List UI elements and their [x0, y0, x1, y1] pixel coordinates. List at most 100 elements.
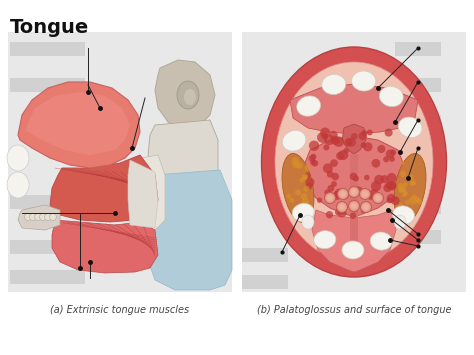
Circle shape	[384, 129, 392, 137]
Circle shape	[310, 160, 316, 165]
Ellipse shape	[394, 153, 426, 223]
Circle shape	[352, 188, 359, 195]
Circle shape	[324, 135, 335, 145]
Circle shape	[335, 209, 342, 215]
Circle shape	[374, 175, 384, 185]
Circle shape	[309, 141, 319, 151]
Circle shape	[361, 130, 367, 136]
Ellipse shape	[7, 145, 29, 171]
Circle shape	[317, 132, 328, 143]
Circle shape	[400, 171, 406, 177]
Circle shape	[337, 202, 347, 213]
Text: (b) Palatoglossus and surface of tongue: (b) Palatoglossus and surface of tongue	[257, 305, 451, 315]
Circle shape	[310, 154, 316, 160]
Circle shape	[326, 211, 333, 218]
Circle shape	[380, 175, 389, 183]
Circle shape	[361, 142, 366, 148]
Circle shape	[301, 202, 308, 209]
Text: (a) Extrinsic tongue muscles: (a) Extrinsic tongue muscles	[50, 305, 190, 315]
Polygon shape	[18, 205, 60, 230]
Circle shape	[416, 198, 422, 204]
Circle shape	[387, 181, 397, 191]
Ellipse shape	[184, 89, 196, 105]
Circle shape	[333, 191, 342, 200]
Circle shape	[364, 175, 370, 180]
Circle shape	[324, 189, 331, 196]
Circle shape	[301, 207, 307, 213]
Polygon shape	[155, 60, 215, 128]
Polygon shape	[128, 160, 158, 228]
Circle shape	[409, 197, 417, 204]
Circle shape	[292, 162, 299, 168]
Circle shape	[296, 209, 302, 216]
Circle shape	[351, 203, 357, 209]
Circle shape	[329, 131, 337, 140]
Circle shape	[312, 160, 318, 166]
Circle shape	[367, 130, 373, 135]
Circle shape	[35, 213, 42, 220]
FancyBboxPatch shape	[10, 42, 85, 56]
Circle shape	[330, 159, 338, 167]
Circle shape	[407, 175, 414, 182]
Circle shape	[410, 181, 415, 186]
Circle shape	[397, 210, 404, 218]
Polygon shape	[52, 220, 158, 273]
FancyBboxPatch shape	[395, 200, 441, 214]
Circle shape	[353, 175, 359, 181]
FancyBboxPatch shape	[10, 240, 85, 254]
Ellipse shape	[314, 231, 336, 249]
Circle shape	[383, 184, 392, 192]
Circle shape	[303, 175, 307, 180]
Circle shape	[292, 210, 301, 218]
Polygon shape	[290, 84, 418, 134]
Ellipse shape	[370, 232, 392, 250]
Circle shape	[29, 213, 36, 220]
Polygon shape	[342, 124, 366, 154]
Circle shape	[296, 162, 302, 169]
Circle shape	[334, 189, 345, 199]
Circle shape	[337, 189, 348, 200]
Circle shape	[39, 213, 46, 220]
Circle shape	[398, 187, 404, 193]
Ellipse shape	[302, 215, 314, 229]
Circle shape	[386, 149, 395, 158]
Circle shape	[383, 156, 389, 162]
Circle shape	[351, 133, 357, 140]
Circle shape	[45, 213, 52, 220]
Circle shape	[348, 201, 359, 212]
Circle shape	[405, 201, 409, 204]
FancyBboxPatch shape	[10, 270, 85, 284]
Ellipse shape	[177, 81, 199, 109]
Polygon shape	[350, 154, 358, 258]
Circle shape	[404, 191, 408, 195]
Circle shape	[351, 189, 357, 195]
Ellipse shape	[282, 153, 314, 223]
Polygon shape	[303, 136, 405, 216]
Circle shape	[373, 192, 383, 203]
Circle shape	[398, 203, 403, 209]
Circle shape	[300, 178, 305, 183]
Circle shape	[372, 159, 380, 168]
Circle shape	[344, 138, 352, 146]
Ellipse shape	[379, 86, 403, 106]
Circle shape	[328, 185, 334, 192]
Circle shape	[369, 189, 379, 199]
Circle shape	[327, 171, 334, 178]
Circle shape	[49, 213, 56, 220]
Circle shape	[402, 193, 407, 197]
Polygon shape	[126, 155, 165, 230]
Circle shape	[306, 183, 312, 190]
Circle shape	[350, 173, 357, 180]
Circle shape	[323, 144, 329, 151]
Circle shape	[342, 193, 348, 200]
Circle shape	[348, 186, 359, 197]
Circle shape	[375, 195, 381, 201]
Polygon shape	[25, 92, 130, 155]
Circle shape	[339, 204, 345, 210]
Ellipse shape	[292, 203, 314, 222]
Circle shape	[323, 163, 333, 173]
FancyBboxPatch shape	[242, 275, 288, 289]
Circle shape	[338, 150, 348, 160]
Ellipse shape	[342, 241, 364, 259]
Circle shape	[361, 208, 366, 213]
